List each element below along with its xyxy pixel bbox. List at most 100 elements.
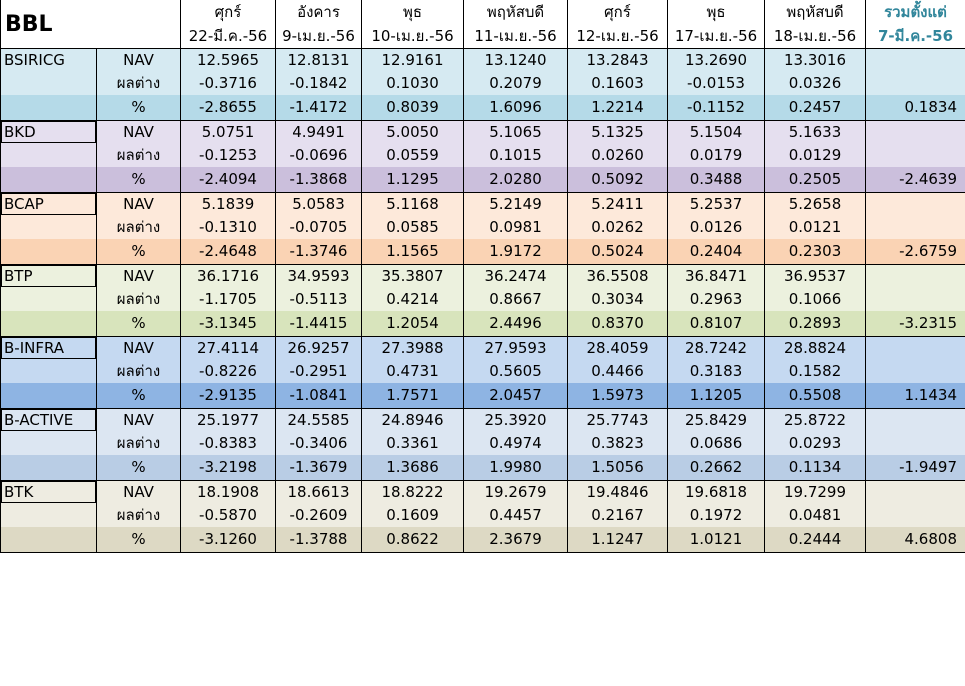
diff-value: -0.8383 bbox=[180, 431, 276, 455]
diff-value: 0.0686 bbox=[667, 431, 765, 455]
pct-value: 1.1205 bbox=[667, 383, 765, 406]
row-label-nav: NAV bbox=[96, 408, 181, 431]
fund-name-spacer bbox=[0, 359, 97, 383]
header-dates-row: 22-มี.ค.-56 9-เม.ย.-56 10-เม.ย.-56 11-เม… bbox=[1, 24, 965, 49]
separator-cell bbox=[667, 550, 765, 553]
fund-name-spacer bbox=[0, 431, 97, 455]
nav-value: 12.8131 bbox=[275, 48, 362, 71]
diff-value: 0.4731 bbox=[361, 359, 464, 383]
diff-value: 0.2963 bbox=[667, 287, 765, 311]
nav-value: 36.1716 bbox=[180, 264, 276, 287]
fund-name: BKD bbox=[0, 120, 97, 143]
nav-value: 5.1065 bbox=[463, 120, 568, 143]
separator-cell bbox=[865, 550, 965, 553]
separator-cell bbox=[463, 550, 568, 553]
total-cell bbox=[865, 264, 965, 287]
pct-value: -1.4172 bbox=[275, 95, 362, 118]
pct-value: 0.1134 bbox=[764, 455, 866, 478]
pct-value: 0.5024 bbox=[567, 239, 668, 262]
fund-diff-row: ผลต่าง -0.1310 -0.0705 0.0585 0.0981 0.0262 0.… bbox=[0, 215, 965, 239]
pct-value: 1.5056 bbox=[567, 455, 668, 478]
pct-value: 0.5092 bbox=[567, 167, 668, 190]
pct-value: -2.4648 bbox=[180, 239, 276, 262]
fund-name-spacer bbox=[0, 143, 97, 167]
total-value: 1.1434 bbox=[865, 383, 965, 406]
nav-value: 5.1325 bbox=[567, 120, 668, 143]
nav-value: 5.0050 bbox=[361, 120, 464, 143]
header-day: พฤหัสบดี bbox=[463, 0, 568, 24]
diff-value: -0.1310 bbox=[180, 215, 276, 239]
diff-value: -0.1842 bbox=[275, 71, 362, 95]
fund-separator bbox=[0, 550, 965, 553]
nav-value: 5.2411 bbox=[567, 192, 668, 215]
header-day: พุธ bbox=[361, 0, 464, 24]
diff-value: -0.5870 bbox=[180, 503, 276, 527]
nav-value: 5.1633 bbox=[764, 120, 866, 143]
header-total-label: รวมตั้งแต่ bbox=[865, 0, 965, 24]
row-label-diff: ผลต่าง bbox=[96, 503, 181, 527]
fund-pct-row: % -2.9135 -1.0841 1.7571 2.0457 1.5973 1.1205 0… bbox=[0, 383, 965, 406]
fund-name-spacer bbox=[0, 95, 97, 118]
diff-value: 0.0262 bbox=[567, 215, 668, 239]
pct-value: 1.1565 bbox=[361, 239, 464, 262]
row-label-diff: ผลต่าง bbox=[96, 71, 181, 95]
fund-name-spacer bbox=[0, 311, 97, 334]
total-cell bbox=[865, 359, 965, 383]
total-value: -2.4639 bbox=[865, 167, 965, 190]
pct-value: 0.2505 bbox=[764, 167, 866, 190]
pct-value: 1.2054 bbox=[361, 311, 464, 334]
fund-diff-row: ผลต่าง -0.3716 -0.1842 0.1030 0.2079 0.1603 -0… bbox=[0, 71, 965, 95]
header-day: ศุกร์ bbox=[567, 0, 668, 24]
total-cell bbox=[865, 215, 965, 239]
brand-title: BBL bbox=[0, 0, 181, 49]
diff-value: 0.1066 bbox=[764, 287, 866, 311]
nav-value: 27.3988 bbox=[361, 336, 464, 359]
fund-name-spacer bbox=[0, 215, 97, 239]
nav-value: 13.2690 bbox=[667, 48, 765, 71]
nav-value: 24.8946 bbox=[361, 408, 464, 431]
fund-name-spacer bbox=[0, 527, 97, 550]
nav-value: 25.3920 bbox=[463, 408, 568, 431]
row-label-nav: NAV bbox=[96, 336, 181, 359]
nav-value: 36.2474 bbox=[463, 264, 568, 287]
total-value: -1.9497 bbox=[865, 455, 965, 478]
row-label-pct: % bbox=[96, 239, 181, 262]
nav-value: 25.8429 bbox=[667, 408, 765, 431]
pct-value: 1.1295 bbox=[361, 167, 464, 190]
nav-value: 25.8722 bbox=[764, 408, 866, 431]
fund-name: BTP bbox=[0, 264, 97, 287]
pct-value: 0.3488 bbox=[667, 167, 765, 190]
diff-value: 0.0260 bbox=[567, 143, 668, 167]
fund-separator bbox=[0, 406, 965, 409]
pct-value: 0.5508 bbox=[764, 383, 866, 406]
fund-nav-row: BKD NAV 5.0751 4.9491 5.0050 5.1065 5.1325 5.15… bbox=[0, 120, 965, 143]
fund-nav-table: BBL ศุกร์ อังคาร พุธ พฤหัสบดี ศุกร์ พุธ … bbox=[0, 0, 965, 553]
nav-value: 5.2537 bbox=[667, 192, 765, 215]
nav-value: 36.5508 bbox=[567, 264, 668, 287]
fund-name: BCAP bbox=[0, 192, 97, 215]
nav-value: 12.9161 bbox=[361, 48, 464, 71]
pct-value: 0.2303 bbox=[764, 239, 866, 262]
diff-value: -0.8226 bbox=[180, 359, 276, 383]
total-value: -2.6759 bbox=[865, 239, 965, 262]
nav-value: 35.3807 bbox=[361, 264, 464, 287]
total-cell bbox=[865, 336, 965, 359]
pct-value: 1.9980 bbox=[463, 455, 568, 478]
fund-diff-row: ผลต่าง -0.1253 -0.0696 0.0559 0.1015 0.0260 0.… bbox=[0, 143, 965, 167]
fund-separator bbox=[0, 262, 965, 265]
total-cell bbox=[865, 287, 965, 311]
fund-nav-row: BTP NAV 36.1716 34.9593 35.3807 36.2474 36.550… bbox=[0, 264, 965, 287]
diff-value: 0.2079 bbox=[463, 71, 568, 95]
diff-value: 0.4457 bbox=[463, 503, 568, 527]
diff-value: 0.1015 bbox=[463, 143, 568, 167]
header-date: 22-มี.ค.-56 bbox=[180, 24, 276, 49]
nav-value: 18.6613 bbox=[275, 480, 362, 503]
separator-cell bbox=[764, 550, 866, 553]
nav-value: 13.1240 bbox=[463, 48, 568, 71]
pct-value: -1.3746 bbox=[275, 239, 362, 262]
pct-value: 0.8370 bbox=[567, 311, 668, 334]
diff-value: 0.0585 bbox=[361, 215, 464, 239]
fund-pct-row: % -2.8655 -1.4172 0.8039 1.6096 1.2214 -0.1152… bbox=[0, 95, 965, 118]
nav-value: 5.1168 bbox=[361, 192, 464, 215]
separator-cell bbox=[275, 550, 362, 553]
